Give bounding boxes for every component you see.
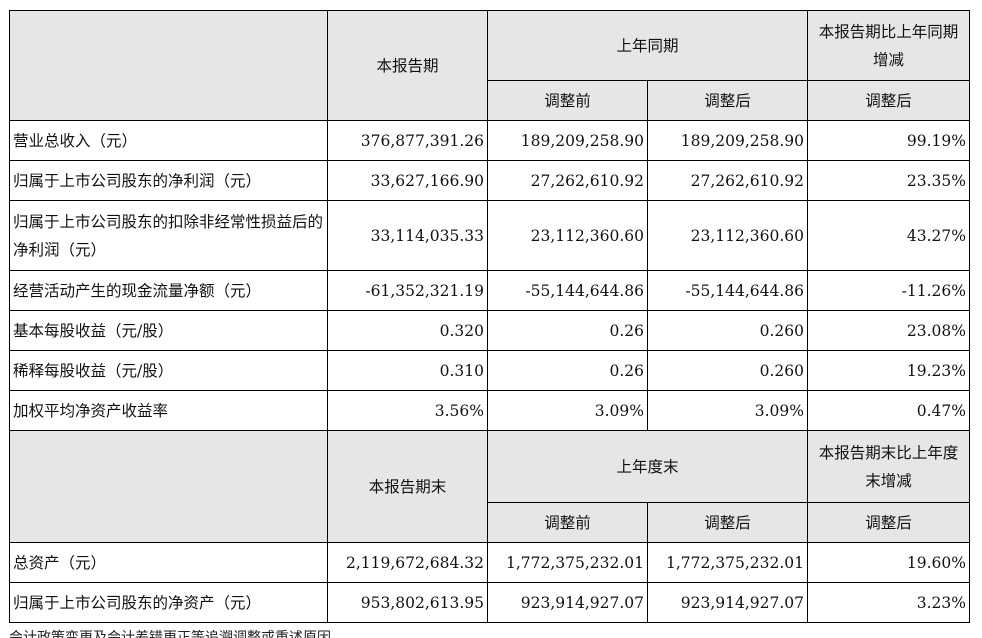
table-row: 基本每股收益（元/股） 0.320 0.26 0.260 23.08%: [9, 310, 971, 351]
change-value: 19.60%: [807, 542, 971, 583]
header-before-adjustment: 调整前: [487, 502, 648, 543]
change-value: 0.47%: [807, 390, 971, 431]
table-row: 归属于上市公司股东的扣除非经常性损益后的净利润（元） 33,114,035.33…: [9, 200, 971, 271]
header-change-after-adjustment: 调整后: [807, 502, 971, 543]
change-value: 3.23%: [807, 582, 971, 623]
header-row-1: 本报告期 上年同期 本报告期比上年同期增减: [9, 10, 971, 121]
after-value: -55,144,644.86: [646, 270, 809, 311]
table-row: 归属于上市公司股东的净利润（元） 33,627,166.90 27,262,61…: [9, 160, 971, 201]
current-value: 953,802,613.95: [327, 582, 488, 623]
table-row: 总资产（元） 2,119,672,684.32 1,772,375,232.01…: [9, 542, 971, 583]
after-value: 3.09%: [646, 390, 809, 431]
row-label: 经营活动产生的现金流量净额（元）: [9, 270, 328, 311]
before-value: 23,112,360.60: [487, 200, 648, 271]
header-row-1b: 调整前 调整后 调整后: [10, 80, 971, 121]
row-label: 归属于上市公司股东的净利润（元）: [9, 160, 328, 201]
before-value: 27,262,610.92: [487, 160, 648, 201]
current-value: 2,119,672,684.32: [327, 542, 488, 583]
header-after-adjustment: 调整后: [646, 80, 809, 121]
table-row: 加权平均净资产收益率 3.56% 3.09% 3.09% 0.47%: [9, 390, 971, 431]
before-value: 923,914,927.07: [487, 582, 648, 623]
row-label: 总资产（元）: [9, 542, 328, 583]
before-value: 189,209,258.90: [487, 120, 648, 161]
before-value: 1,772,375,232.01: [487, 542, 648, 583]
after-value: 27,262,610.92: [646, 160, 809, 201]
change-value: 99.19%: [807, 120, 971, 161]
row-label: 营业总收入（元）: [9, 120, 328, 161]
row-label: 归属于上市公司股东的扣除非经常性损益后的净利润（元）: [9, 200, 328, 271]
header-change-after-adjustment: 调整后: [807, 80, 971, 121]
change-value: 23.08%: [807, 310, 971, 351]
current-value: -61,352,321.19: [327, 270, 488, 311]
header-blank-cell: [9, 10, 328, 121]
current-value: 33,627,166.90: [327, 160, 488, 201]
after-value: 23,112,360.60: [646, 200, 809, 271]
change-value: -11.26%: [807, 270, 971, 311]
change-value: 19.23%: [807, 350, 971, 391]
header-row-2: 本报告期末 上年度末 本报告期末比上年度末增减: [9, 430, 971, 543]
after-value: 0.260: [646, 350, 809, 391]
table-row: 经营活动产生的现金流量净额（元） -61,352,321.19 -55,144,…: [9, 270, 971, 311]
table-row: 稀释每股收益（元/股） 0.310 0.26 0.260 19.23%: [9, 350, 971, 391]
row-label: 稀释每股收益（元/股）: [9, 350, 328, 391]
header-yoy-change: 本报告期比上年同期增减: [807, 10, 971, 81]
change-value: 43.27%: [807, 200, 971, 271]
current-value: 33,114,035.33: [327, 200, 488, 271]
financial-summary-table: 本报告期 上年同期 本报告期比上年同期增减 调整前 调整后 调整后 营业总收入（…: [9, 10, 971, 623]
header-before-adjustment: 调整前: [487, 80, 648, 121]
before-value: 0.26: [487, 310, 648, 351]
change-value: 23.35%: [807, 160, 971, 201]
header-row-2b: 调整前 调整后 调整后: [10, 502, 971, 543]
table-row: 归属于上市公司股东的净资产（元） 953,802,613.95 923,914,…: [9, 582, 971, 623]
current-value: 376,877,391.26: [327, 120, 488, 161]
after-value: 189,209,258.90: [646, 120, 809, 161]
row-label: 加权平均净资产收益率: [9, 390, 328, 431]
before-value: 3.09%: [487, 390, 648, 431]
table-row: 营业总收入（元） 376,877,391.26 189,209,258.90 1…: [9, 120, 971, 161]
after-value: 1,772,375,232.01: [646, 542, 809, 583]
header-after-adjustment: 调整后: [646, 502, 809, 543]
current-value: 0.310: [327, 350, 488, 391]
header-blank-cell: [9, 430, 328, 543]
current-value: 0.320: [327, 310, 488, 351]
header-prior-year-end: 上年度末: [486, 430, 809, 503]
header-current-period-end: 本报告期末: [327, 430, 488, 543]
after-value: 923,914,927.07: [646, 582, 809, 623]
before-value: -55,144,644.86: [487, 270, 648, 311]
header-prior-period: 上年同期: [486, 10, 809, 81]
footnote-text: 会计政策变更及会计差错更正等追溯调整或重述原因: [9, 630, 331, 638]
row-label: 基本每股收益（元/股）: [9, 310, 328, 351]
row-label: 归属于上市公司股东的净资产（元）: [9, 582, 328, 623]
current-value: 3.56%: [327, 390, 488, 431]
before-value: 0.26: [487, 350, 648, 391]
after-value: 0.260: [646, 310, 809, 351]
header-ytd-change: 本报告期末比上年度末增减: [807, 430, 971, 503]
header-current-period: 本报告期: [327, 10, 488, 121]
